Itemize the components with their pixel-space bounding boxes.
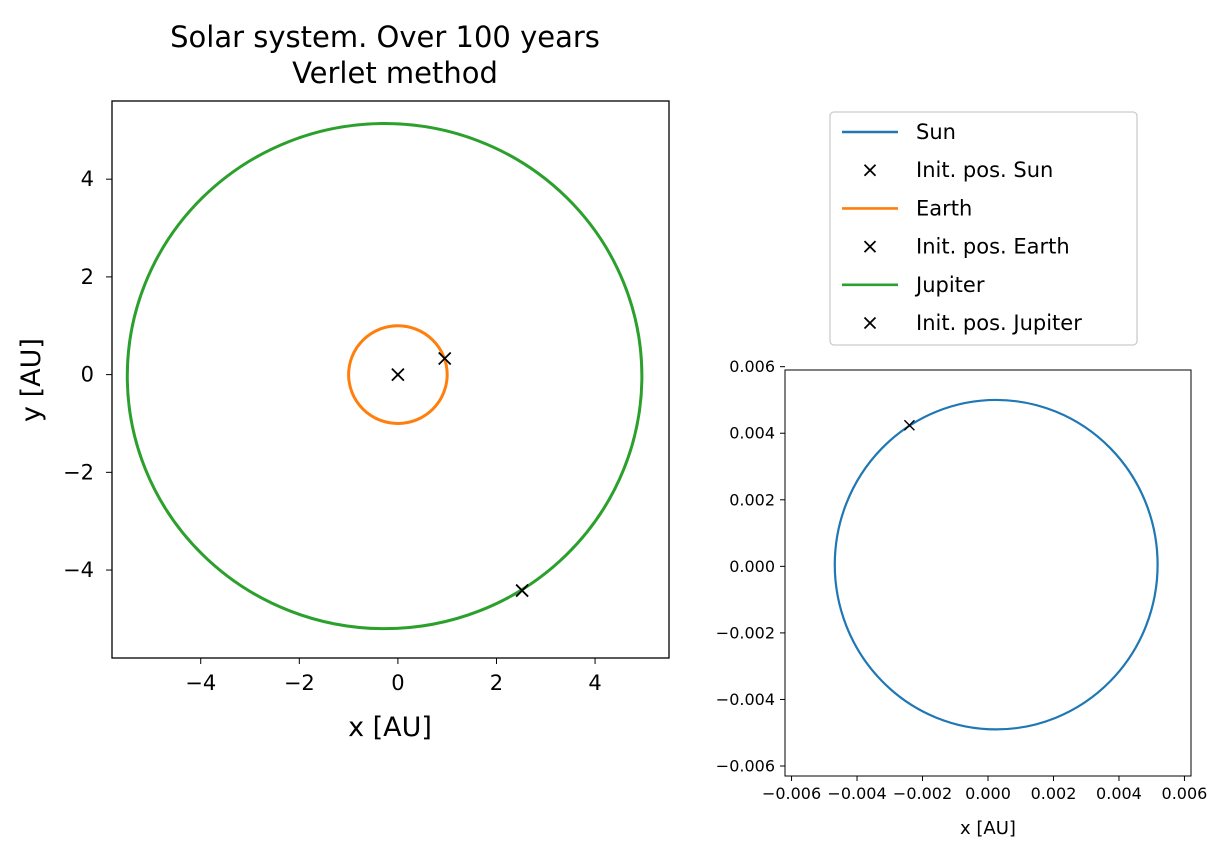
sun-x-tick-label: 0.006 [1162,784,1208,803]
main-marker-init-pos-sun [391,367,405,382]
legend-x-marker [863,316,877,330]
legend-entry: Init. pos. Jupiter [863,311,1082,335]
main-x-tick-label: 2 [490,671,503,695]
legend-entry: Earth [842,196,972,220]
sun-x-axis-label: x [AU] [960,818,1016,839]
legend-label: Sun [916,120,956,144]
main-x-ticks: −4 −2 0 2 4 [185,658,602,695]
legend-label: Init. pos. Sun [916,158,1053,182]
sun-x-tick-label: −0.002 [893,784,952,803]
main-orbit-earth [347,324,449,425]
main-marker-init-pos-jupiter [515,583,529,598]
legend-label: Init. pos. Jupiter [916,311,1082,335]
legend-x-marker [863,164,877,177]
main-marker-init-pos-earth [438,351,452,366]
main-x-tick-label: −4 [185,671,216,695]
sun-y-tick-label: −0.006 [716,757,775,776]
main-x-tick-label: 4 [588,671,601,695]
sun-x-tick-label: −0.006 [762,784,821,803]
main-y-tick-label: 4 [81,167,94,191]
main-plot-area [125,121,644,631]
legend-x-marker [863,240,877,253]
legend-label: Init. pos. Earth [916,235,1070,259]
legend-box [829,111,1138,346]
main-y-tick-label: 2 [81,265,94,289]
sun-y-tick-label: −0.002 [716,623,775,642]
main-y-tick-label: 0 [81,363,94,387]
sun-orbit-sun [833,398,1159,731]
legend-entry: Init. pos. Earth [863,235,1070,259]
main-y-tick-label: −2 [63,460,94,484]
sun-y-tick-label: 0.004 [729,424,775,443]
legend-entry: Sun [842,120,956,144]
legend-label: Earth [916,196,972,220]
legend-label: Jupiter [914,273,985,297]
main-orbit-chart: Solar system. Over 100 years Verlet meth… [16,20,670,743]
sun-x-tick-label: −0.004 [827,784,886,803]
legend-entry: Jupiter [842,273,985,297]
sun-x-tick-label: 0.002 [1031,784,1077,803]
chart-subtitle: Verlet method [292,56,498,90]
sun-orbit-chart: −0.006 −0.004 −0.002 0.000 0.002 0.004 0.006 −… [716,357,1208,839]
main-y-tick-label: −4 [63,558,94,582]
main-y-axis-label: y [AU] [16,338,47,422]
sun-x-tick-label: 0.000 [965,784,1011,803]
sun-plot-area [833,398,1159,731]
sun-x-tick-label: 0.004 [1096,784,1142,803]
main-y-ticks: −4 −2 0 2 4 [63,167,112,582]
sun-y-tick-label: −0.004 [716,690,775,709]
sun-x-ticks: −0.006 −0.004 −0.002 0.000 0.002 0.004 0.006 [762,776,1207,803]
legend-entries: Sun Init. pos. Sun Earth Init. pos. Earth Ju… [842,120,1082,335]
sun-y-ticks: −0.006 −0.004 −0.002 0.000 0.002 0.004 0.006 [716,357,785,776]
main-orbit-jupiter [125,121,644,631]
main-x-axis-label: x [AU] [348,712,432,743]
main-x-tick-label: 0 [391,671,404,695]
sun-y-tick-label: 0.000 [729,557,775,576]
main-plot-frame [111,100,670,659]
sun-plot-frame [784,369,1192,777]
sun-marker-init-pos-sun [903,419,915,431]
main-x-tick-label: −2 [284,671,315,695]
chart-title: Solar system. Over 100 years [170,20,600,54]
legend: Sun Init. pos. Sun Earth Init. pos. Earth Ju… [829,111,1138,346]
sun-y-tick-label: 0.006 [729,357,775,376]
legend-entry: Init. pos. Sun [863,158,1053,182]
sun-y-tick-label: 0.002 [729,490,775,509]
